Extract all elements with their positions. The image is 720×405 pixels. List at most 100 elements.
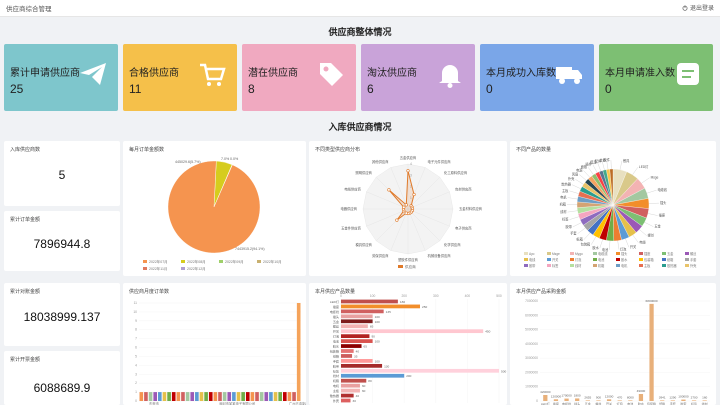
- y-tick-label: 线材: [333, 373, 339, 378]
- y-tick-label: 胶水: [333, 344, 340, 349]
- legend-label: 供应商: [405, 264, 416, 269]
- stat-label: 累计订单金额: [10, 217, 41, 223]
- bar-value-label: 470: [617, 395, 622, 399]
- bar: [176, 392, 181, 401]
- radar-point: [406, 169, 410, 173]
- y-tick-label: 5: [135, 354, 137, 358]
- radar-point: [404, 203, 408, 207]
- bar: [553, 399, 559, 401]
- x-tick-label: 0: [340, 294, 342, 298]
- pie-slice-label: 主板: [562, 188, 569, 193]
- card-label: 本月申请准入数: [605, 68, 675, 79]
- bar: [606, 399, 612, 401]
- x-tick-label: 电池: [627, 401, 633, 405]
- radar-axis-label: 劳保供应商: [372, 253, 389, 258]
- bar-value-label: 1800: [574, 393, 581, 397]
- bar: [341, 329, 484, 334]
- pie-slice-label: 开关: [630, 244, 637, 249]
- legend-label: 标签: [552, 263, 559, 268]
- legend-swatch: [570, 258, 574, 261]
- card-label: 潜在供应商: [248, 68, 298, 79]
- bar: [660, 400, 665, 401]
- bar: [341, 349, 354, 353]
- radar-axis-label: 五金供应商: [400, 155, 417, 160]
- x-tick-label: 标签: [691, 401, 697, 405]
- bar: [341, 324, 368, 329]
- bar-value-label: 65: [364, 345, 368, 349]
- stat-value: 7896944.8: [33, 237, 91, 251]
- stat-label: 入库供应商数: [10, 147, 41, 153]
- y-tick-label: 主板: [333, 388, 339, 393]
- bar-value-label: 35: [354, 354, 358, 358]
- bar: [543, 395, 548, 401]
- bell-icon: [439, 65, 461, 88]
- y-tick-label: 8: [135, 328, 137, 332]
- pie-slice-label: 445029.6(5.7%): [175, 160, 201, 164]
- pie-slice-label: 模具: [590, 160, 597, 165]
- y-tick-label: 9: [135, 319, 137, 323]
- pie-slice-label: 胶件: [604, 157, 611, 162]
- card-value: 6: [367, 82, 374, 96]
- bar: [269, 392, 273, 401]
- legend-swatch: [524, 258, 528, 261]
- legend-swatch: [662, 252, 666, 255]
- legend-label: 胶水: [621, 257, 628, 262]
- card-value: 11: [129, 82, 142, 96]
- panel-title: 供应商月度订单数: [129, 289, 170, 295]
- panel-title: 不同产品的数量: [516, 147, 552, 153]
- bar-value-label: 180: [400, 300, 405, 304]
- power-icon: [682, 4, 688, 11]
- bar: [575, 398, 580, 401]
- bar-value-label: 40: [356, 394, 360, 398]
- x-tick-label: 东莞市: [149, 401, 160, 405]
- pie-slice-label: 胶带: [565, 224, 572, 229]
- legend-label: 开关: [552, 257, 559, 262]
- pie-slice-label: 线材: [560, 209, 567, 214]
- bar-value-label: 130: [384, 364, 389, 368]
- bar: [273, 392, 278, 401]
- stat-value: 6088689.9: [33, 381, 91, 395]
- card-label: 淘汰供应商: [367, 68, 417, 79]
- card-label: 合格供应商: [129, 68, 179, 79]
- radar-point: [404, 211, 408, 215]
- bar: [681, 399, 686, 401]
- radar-tick: 3: [410, 173, 412, 177]
- legend-swatch: [593, 264, 597, 267]
- y-tick-label: 电缆线: [330, 309, 339, 314]
- panel-product-qty: 不同产品的数量 餐具 LED灯 Msge 电缆线 插头 插座 五金 螺丝 电线 开关 灯泡 电池 胶水包…: [510, 141, 716, 276]
- legend-swatch: [662, 264, 666, 267]
- truck-icon: [556, 67, 582, 84]
- radar-axis-label: 电子元件供应商: [428, 159, 452, 164]
- legend-swatch: [616, 264, 620, 267]
- bar: [232, 392, 236, 401]
- logout-button[interactable]: 退出登录: [682, 3, 714, 12]
- legend-label: 线材: [575, 263, 582, 268]
- legend-label: 散热器: [667, 263, 677, 268]
- legend-label: Ayo: [529, 252, 535, 256]
- pie-slice-label: 手套: [570, 231, 577, 236]
- bar-value-label: 170000: [561, 394, 572, 398]
- bar: [236, 392, 241, 401]
- legend-label: 主板: [644, 263, 651, 268]
- pie-slice-label: 标签: [562, 217, 569, 222]
- radar-axis-label: 包材供应商: [455, 186, 472, 191]
- legend-swatch: [639, 252, 643, 255]
- x-tick-label: 包装箱: [647, 401, 656, 405]
- radar-axis-label: 塑胶件供应商: [398, 257, 418, 262]
- y-tick-label: 五金: [333, 319, 339, 324]
- radar-point: [412, 192, 416, 197]
- bar: [564, 398, 569, 401]
- y-tick-label: 胶带: [333, 363, 339, 368]
- bar: [341, 398, 351, 403]
- y-tick-label: 散热器: [330, 393, 339, 398]
- legend-label: 电缆线: [598, 251, 608, 256]
- pie-slice-label: 包装箱: [581, 242, 591, 247]
- y-tick-label: 纸箱: [333, 353, 339, 358]
- bar: [702, 400, 707, 401]
- bar: [649, 303, 654, 401]
- bar-value-label: 120000: [551, 394, 562, 398]
- stat-panel-invoice-amount: 累计开票金额 6088689.9: [4, 351, 120, 405]
- legend-label: 2022年10月: [263, 259, 282, 264]
- y-tick-label: 电池: [333, 339, 339, 344]
- legend-label: 外壳: [690, 263, 697, 268]
